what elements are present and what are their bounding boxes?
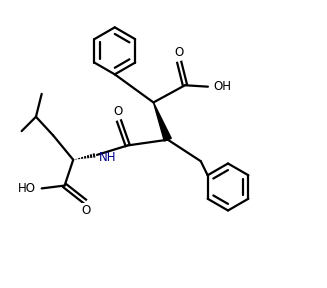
Text: O: O [113, 105, 123, 118]
Text: OH: OH [214, 79, 232, 93]
Text: O: O [175, 46, 184, 59]
Text: NH: NH [98, 151, 116, 164]
Polygon shape [153, 103, 171, 141]
Text: O: O [81, 204, 90, 217]
Text: HO: HO [18, 182, 36, 195]
